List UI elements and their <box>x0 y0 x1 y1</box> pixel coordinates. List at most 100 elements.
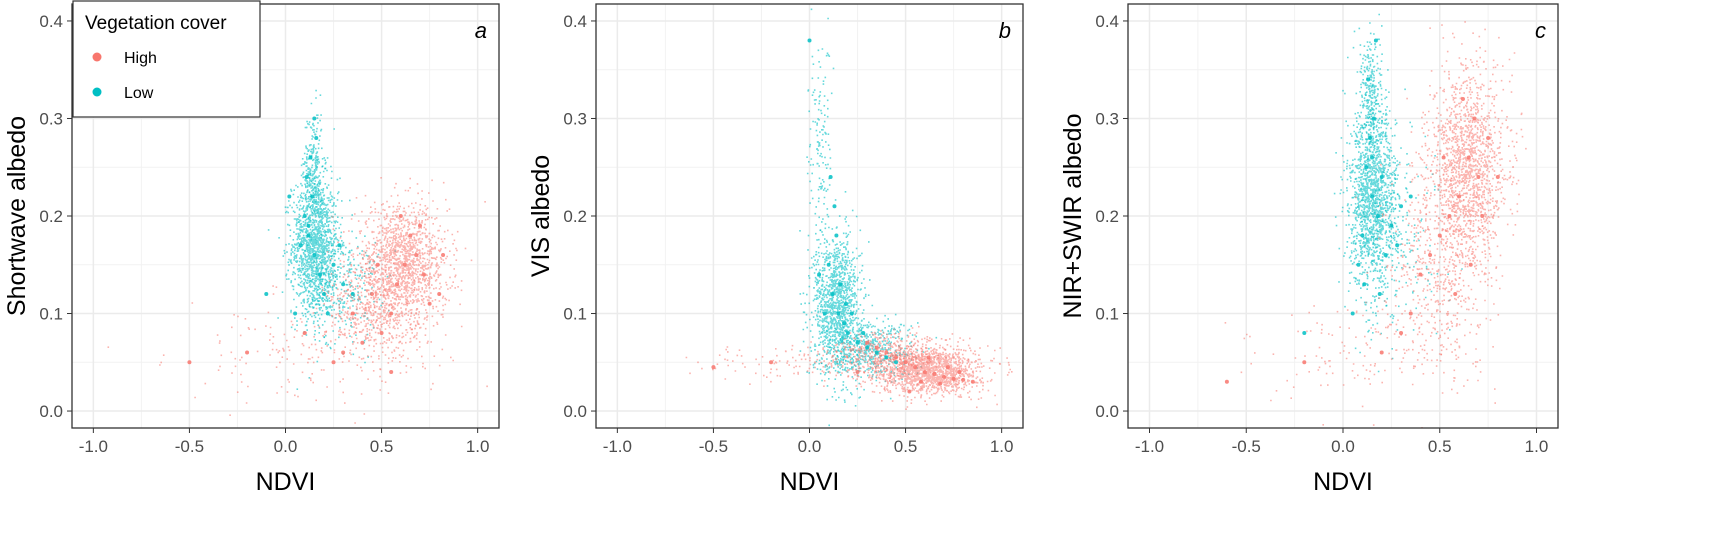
point-low <box>312 253 317 258</box>
panel-label: b <box>999 18 1011 43</box>
low-density-points <box>799 191 871 427</box>
point-low <box>849 311 854 316</box>
point-low <box>845 331 850 336</box>
point-low <box>874 350 879 355</box>
y-tick-label: 0.4 <box>563 12 587 31</box>
x-tick-label: -1.0 <box>1135 437 1164 456</box>
point-high <box>418 223 423 228</box>
point-high <box>350 311 355 316</box>
point-high <box>379 331 384 336</box>
point-low <box>861 331 866 336</box>
point-high <box>893 355 898 360</box>
point-high <box>918 379 923 384</box>
point-high <box>913 365 918 370</box>
point-low <box>832 204 837 209</box>
point-high <box>922 370 927 375</box>
y-axis-title: NIR+SWIR albedo <box>1059 114 1087 319</box>
point-high <box>245 350 250 355</box>
point-low <box>807 38 812 43</box>
point-low <box>855 340 860 345</box>
low-density-points <box>298 89 328 254</box>
panel-label: c <box>1535 18 1546 43</box>
point-high <box>945 365 950 370</box>
x-tick-label: -0.5 <box>1232 437 1261 456</box>
y-tick-label: 0.3 <box>1095 109 1119 128</box>
point-high <box>414 253 419 258</box>
point-low <box>865 345 870 350</box>
point-high <box>1453 292 1458 297</box>
point-high <box>1466 155 1471 160</box>
panel-border <box>71 3 500 429</box>
legend-title: Vegetation cover <box>85 13 227 34</box>
low-density-points <box>1335 27 1411 334</box>
point-low <box>314 135 319 140</box>
point-high <box>874 345 879 350</box>
high-density-points <box>1399 21 1527 363</box>
y-tick-label: 0.0 <box>39 402 63 421</box>
point-high <box>389 370 394 375</box>
chart-panel-b: -1.0 -0.5 0.0 0.5 1.0 0.0 0.1 0.2 0.3 0.4 b NDVI VIS… <box>527 3 1024 496</box>
point-high <box>1437 233 1442 238</box>
data-points <box>187 116 446 375</box>
point-high <box>1468 262 1473 267</box>
point-high <box>1460 96 1465 101</box>
data-points <box>1224 38 1500 384</box>
legend: Vegetation cover High Low <box>72 0 261 118</box>
point-high <box>389 311 394 316</box>
point-high <box>402 262 407 267</box>
x-tick-label: -0.5 <box>175 437 204 456</box>
x-tick-label: 0.0 <box>798 437 822 456</box>
point-high <box>903 360 908 365</box>
low-density-points <box>1352 13 1389 181</box>
legend-key-high <box>92 52 102 62</box>
point-low <box>293 311 298 316</box>
x-tick-label: 0.5 <box>370 437 394 456</box>
point-low <box>844 301 849 306</box>
point-high <box>942 374 947 379</box>
point-high <box>1457 194 1462 199</box>
point-low <box>318 272 323 277</box>
low-density-points <box>267 128 353 390</box>
density-cloud <box>107 89 488 424</box>
point-high <box>957 370 962 375</box>
point-low <box>312 116 317 121</box>
x-tick-label: -1.0 <box>603 437 632 456</box>
point-low <box>836 311 841 316</box>
point-low <box>325 311 330 316</box>
point-high <box>375 262 380 267</box>
point-low <box>1368 135 1373 140</box>
chart-panel-a: -1.0 -0.5 0.0 0.5 1.0 0.0 0.1 0.2 0.3 0.4 a NDVI Sho… <box>3 0 500 496</box>
point-high <box>907 389 912 394</box>
point-high <box>1441 155 1446 160</box>
point-high <box>341 350 346 355</box>
y-tick-label: 0.0 <box>563 402 587 421</box>
point-high <box>1447 214 1452 218</box>
point-low <box>834 233 839 238</box>
data-points <box>711 38 975 394</box>
point-low <box>822 311 827 316</box>
point-high <box>961 377 966 382</box>
panel-border <box>1127 3 1559 429</box>
point-high <box>408 233 413 238</box>
density-cloud <box>1224 13 1527 428</box>
high-density-points <box>847 325 1013 410</box>
y-tick-label: 0.1 <box>39 305 63 324</box>
point-high <box>1379 350 1384 355</box>
point-low <box>1370 194 1375 199</box>
point-high <box>865 340 870 345</box>
point-low <box>304 174 309 179</box>
point-high <box>1302 360 1307 365</box>
point-high <box>938 381 943 386</box>
point-high <box>711 365 716 370</box>
low-density-points <box>799 304 938 400</box>
point-low <box>302 214 307 218</box>
point-low <box>1370 155 1375 160</box>
point-low <box>893 360 898 365</box>
y-tick-label: 0.4 <box>39 12 63 31</box>
point-high <box>187 360 192 365</box>
point-high <box>769 360 774 365</box>
point-low <box>1408 194 1413 199</box>
y-axis-title: Shortwave albedo <box>3 116 31 316</box>
point-low <box>1375 214 1380 218</box>
